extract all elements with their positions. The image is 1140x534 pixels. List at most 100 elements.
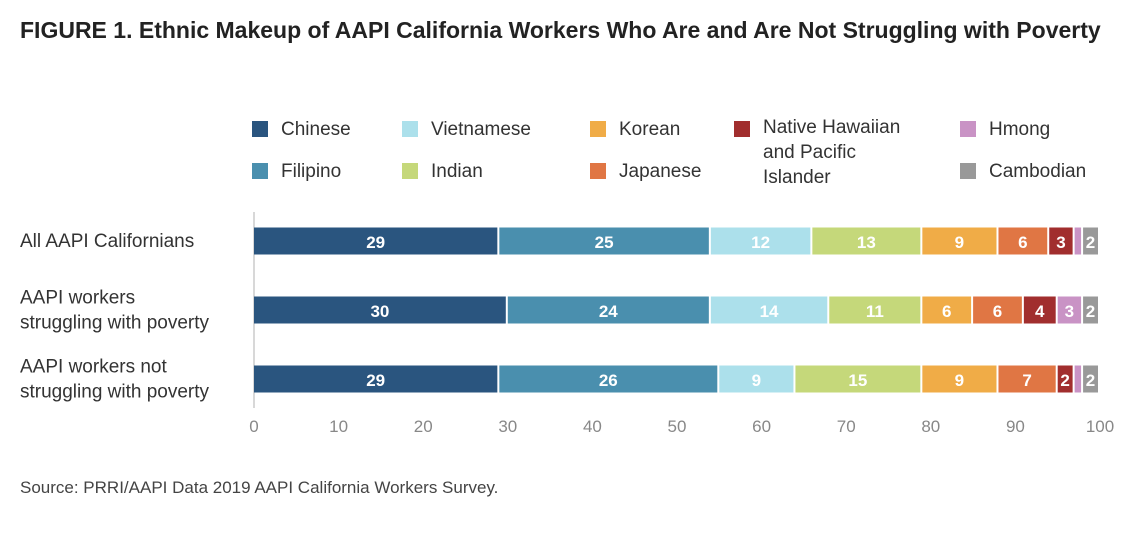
bar-hmong-2 — [1074, 365, 1082, 393]
bar-indian-0 — [812, 227, 921, 255]
bar-hmong-1 — [1057, 296, 1082, 324]
value-label-hmong-1: 3 — [1065, 302, 1074, 321]
x-tick-label-30: 30 — [498, 417, 517, 436]
value-label-korean-0: 9 — [955, 233, 964, 252]
legend-swatch-indian — [402, 163, 418, 179]
legend-item-hmong: Hmong — [960, 117, 1050, 142]
bar-hmong-0 — [1074, 227, 1082, 255]
value-label-korean-2: 9 — [955, 371, 964, 390]
legend-item-native-hawaiian-and-pacific-islander: Native Hawaiian and Pacific Islander — [734, 117, 900, 190]
legend-label-hmong: Hmong — [989, 119, 1051, 140]
value-label-japanese-1: 6 — [993, 302, 1002, 321]
category-label-0-line-0: All AAPI Californians — [20, 231, 194, 252]
source-note: Source: PRRI/AAPI Data 2019 AAPI Califor… — [20, 478, 499, 497]
legend-item-cambodian: Cambodian — [960, 159, 1086, 184]
legend-label-korean: Korean — [619, 119, 681, 140]
value-label-indian-2: 15 — [848, 371, 867, 390]
legend-swatch-filipino — [252, 163, 268, 179]
bar-filipino-2 — [499, 365, 718, 393]
bar-vietnamese-1 — [710, 296, 828, 324]
bar-group-2: 29 26 9 15 9 7 2 2 — [254, 365, 1098, 393]
chart-title: FIGURE 1. Ethnic Makeup of AAPI Californ… — [20, 17, 1101, 43]
value-label-japanese-0: 6 — [1018, 233, 1027, 252]
bar-indian-2 — [795, 365, 921, 393]
legend-item-filipino: Filipino — [252, 159, 341, 184]
x-tick-label-20: 20 — [414, 417, 433, 436]
value-label-chinese-0: 29 — [366, 233, 385, 252]
legend-item-vietnamese: Vietnamese — [402, 117, 531, 142]
chart-legend: Chinese Filipino Vietnamese Indian Korean Jap… — [0, 0, 1140, 200]
bar-japanese-1 — [973, 296, 1022, 324]
bar-cambodian-0 — [1083, 227, 1098, 255]
bar-native-hawaiian-and-pacific-islander-2 — [1057, 365, 1073, 393]
x-tick-label-90: 90 — [1006, 417, 1025, 436]
legend-item-korean: Korean — [590, 117, 680, 142]
bar-native-hawaiian-and-pacific-islander-1 — [1023, 296, 1056, 324]
bar-vietnamese-2 — [719, 365, 794, 393]
legend-swatch-vietnamese — [402, 121, 418, 137]
bar-group-1: 30 24 14 11 6 6 4 3 2 — [254, 296, 1098, 324]
value-label-cambodian-2: 2 — [1086, 371, 1095, 390]
bar-cambodian-1 — [1083, 296, 1098, 324]
value-label-korean-1: 6 — [942, 302, 951, 321]
legend-label-japanese: Japanese — [619, 161, 702, 182]
value-label-indian-1: 11 — [866, 302, 884, 321]
bar-filipino-1 — [507, 296, 709, 324]
x-tick-label-60: 60 — [752, 417, 771, 436]
bar-chinese-1 — [254, 296, 506, 324]
value-label-japanese-2: 7 — [1022, 371, 1031, 390]
value-label-chinese-2: 29 — [366, 371, 385, 390]
legend-label-vietnamese: Vietnamese — [431, 119, 531, 140]
value-label-cambodian-0: 2 — [1086, 233, 1095, 252]
value-label-filipino-0: 25 — [595, 233, 614, 252]
legend-item-indian: Indian — [402, 159, 483, 184]
category-label-1-line-0: AAPI workers — [20, 288, 135, 309]
legend-swatch-chinese — [252, 121, 268, 137]
value-label-vietnamese-0: 12 — [751, 233, 770, 252]
legend-swatch-korean — [590, 121, 606, 137]
value-label-chinese-1: 30 — [370, 302, 389, 321]
bar-vietnamese-0 — [710, 227, 811, 255]
x-tick-label-100: 100 — [1086, 417, 1114, 436]
x-tick-label-10: 10 — [329, 417, 348, 436]
category-label-1-line-1: struggling with poverty — [20, 313, 210, 334]
legend-label-indian: Indian — [431, 161, 483, 182]
legend-swatch-cambodian — [960, 163, 976, 179]
bar-chinese-2 — [254, 365, 498, 393]
legend-swatch-native-hawaiian-and-pacific-islander — [734, 121, 750, 137]
bar-chinese-0 — [254, 227, 498, 255]
bar-native-hawaiian-and-pacific-islander-0 — [1049, 227, 1073, 255]
x-tick-label-40: 40 — [583, 417, 602, 436]
x-tick-label-80: 80 — [921, 417, 940, 436]
legend-label-cambodian: Cambodian — [989, 161, 1087, 182]
category-label-2-line-0: AAPI workers not — [20, 357, 167, 378]
legend-swatch-hmong — [960, 121, 976, 137]
value-label-indian-0: 13 — [857, 233, 876, 252]
x-tick-label-0: 0 — [249, 417, 258, 436]
bar-japanese-0 — [998, 227, 1048, 255]
bar-japanese-2 — [998, 365, 1056, 393]
bar-korean-1 — [922, 296, 972, 324]
value-label-vietnamese-1: 14 — [760, 302, 779, 321]
legend-label-filipino: Filipino — [281, 161, 342, 182]
bar-korean-0 — [922, 227, 997, 255]
bar-indian-1 — [829, 296, 921, 324]
value-label-cambodian-1: 2 — [1086, 302, 1095, 321]
bar-filipino-0 — [499, 227, 709, 255]
legend-swatch-japanese — [590, 163, 606, 179]
x-tick-label-70: 70 — [837, 417, 856, 436]
legend-label-chinese: Chinese — [281, 119, 351, 140]
bar-korean-2 — [922, 365, 997, 393]
value-label-native-hawaiian-and-pacific-islander-0: 3 — [1056, 233, 1065, 252]
legend-item-japanese: Japanese — [590, 159, 701, 184]
value-label-native-hawaiian-and-pacific-islander-1: 4 — [1035, 302, 1045, 321]
category-label-2-line-1: struggling with poverty — [20, 382, 210, 403]
legend-item-chinese: Chinese — [252, 117, 351, 142]
bar-group-0: 29 25 12 13 9 6 3 2 — [254, 227, 1098, 255]
bar-cambodian-2 — [1083, 365, 1098, 393]
value-label-filipino-1: 24 — [599, 302, 618, 321]
x-tick-label-50: 50 — [668, 417, 687, 436]
value-label-vietnamese-2: 9 — [752, 371, 761, 390]
legend-label-native-hawaiian-and-pacific-islander: Native Hawaiian and Pacific Islander — [763, 117, 901, 188]
